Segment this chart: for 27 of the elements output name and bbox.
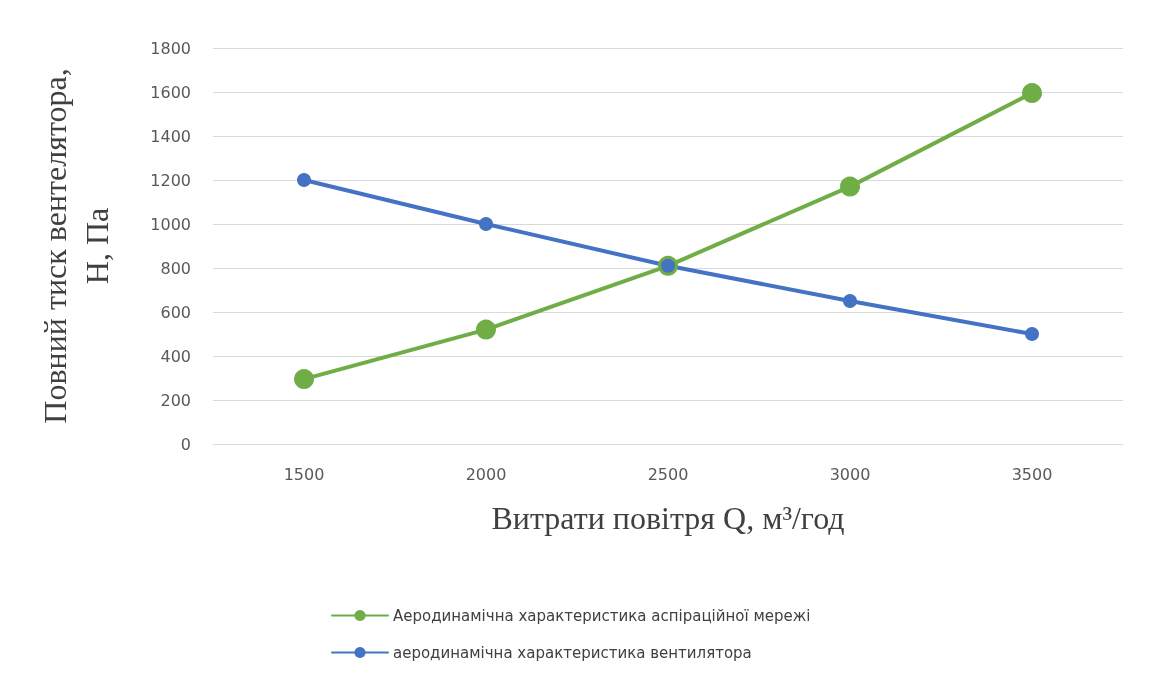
y-tick-label: 800 (160, 258, 191, 278)
x-axis-title: Витрати повітря Q, м³/год (491, 500, 845, 536)
point (479, 217, 493, 231)
point (1022, 83, 1042, 104)
y-tick-label: 1600 (150, 82, 191, 102)
legend-label: Аеродинамічна характеристика аспіраційної мережі (393, 606, 811, 625)
x-tick-label: 2000 (465, 464, 507, 484)
point (294, 369, 314, 390)
y-tick-label: 1000 (150, 214, 191, 234)
x-tick-label: 3500 (1011, 464, 1053, 484)
x-tick-label: 2500 (647, 464, 689, 484)
point (1025, 327, 1039, 341)
point (297, 173, 311, 187)
point (840, 176, 860, 197)
x-tick-label: 1500 (283, 464, 325, 484)
y-tick-label: 1800 (150, 38, 191, 58)
y-tick-label: 200 (160, 390, 191, 410)
x-tick-label: 3000 (829, 464, 871, 484)
y-tick-label: 600 (160, 302, 191, 322)
y-tick-label: 1200 (150, 170, 191, 190)
point (843, 294, 857, 308)
y-axis-title: Повний тиск вентелятора, Н, Па (37, 68, 115, 424)
y-tick-label: 400 (160, 346, 191, 366)
point (476, 319, 496, 340)
y-tick-label: 0 (180, 434, 191, 454)
legend-label: аеродинамічна характеристика вентилятора (393, 643, 752, 662)
y-tick-label: 1400 (150, 126, 191, 146)
